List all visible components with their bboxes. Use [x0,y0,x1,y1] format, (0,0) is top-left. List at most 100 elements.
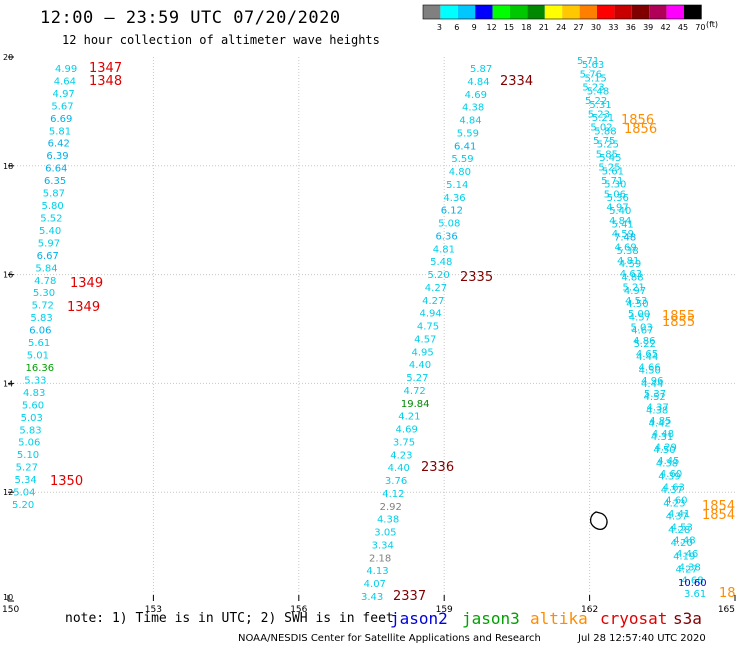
swh-value: 5.48 [430,257,452,268]
swh-value: 4.78 [34,276,56,287]
swh-value: 4.50 [626,299,648,310]
y-tick-label: 10 [3,593,13,602]
swh-value: 4.27 [676,565,698,576]
axis-ticks: 150 153 156 159 162 165 20 18 16 14 12 10 [2,53,736,615]
swh-value: 5.06 [18,438,40,449]
swh-value: 4.38 [679,562,701,573]
swh-value: 5.40 [609,206,631,217]
swh-value: 4.72 [404,386,426,397]
legend-frame [422,4,702,20]
swh-value: 4.57 [629,312,651,323]
swh-value: 6.35 [44,176,66,187]
y-tick-label: 18 [3,162,13,171]
swh-value: 6.36 [435,231,457,242]
swh-value: 4.81 [433,244,455,255]
swh-value: 4.38 [646,405,668,416]
swh-value: 5.61 [602,166,624,177]
legend-label: 6 [454,23,459,32]
pass-label: 2337 [393,589,426,604]
swh-value: 4.45 [657,456,679,467]
swh-value: 4.23 [663,498,685,509]
swh-value: 4.67 [631,326,653,337]
swh-value: 4.66 [639,362,661,373]
legend-swatch [579,5,597,19]
legend-label: 27 [574,23,584,32]
swh-value: 19.84 [401,399,430,410]
legend-label: 18 [521,23,531,32]
color-legend: 3 6 9 12 15 18 21 24 27 30 33 36 39 42 45 70 [422,4,705,32]
pass-label: 1856 [621,113,654,128]
swh-value: 5.03 [631,323,653,334]
legend-swatch [423,5,441,19]
swh-value: 5.59 [451,154,473,165]
swh-value: 16.36 [26,363,55,374]
swh-value: 4.07 [364,579,386,590]
swh-value: 4.99 [55,64,77,75]
pass-label: 1349 [67,300,100,315]
pass-label: 1347 [89,61,122,76]
swh-value: 4.23 [390,450,412,461]
swh-value: 4.44 [641,379,663,390]
swh-value: 4.86 [633,336,655,347]
swh-value: 4.80 [449,167,471,178]
swh-value: 5.25 [598,163,620,174]
swh-value: 3.75 [393,437,415,448]
swh-value: 5.22 [634,339,656,350]
legend-label: 3 [437,23,442,32]
legend-swatch [527,5,545,19]
y-tick-label: 20 [3,53,13,62]
page-subtitle: 12 hour collection of altimeter wave hei… [62,33,380,47]
legend-swatch [475,5,493,19]
legend-swatch [597,5,615,19]
legend-swatch [492,5,510,19]
legend-swatch [544,5,563,19]
swh-value: 5.40 [39,226,61,237]
x-tick-label: 165 [718,605,735,615]
swh-value: 7.48 [614,233,636,244]
x-tick-label: 159 [436,605,453,615]
swh-value: 5.33 [24,375,46,386]
swh-value: 5.23 [588,109,610,120]
legend-label: 24 [556,23,566,32]
swh-value: 5.34 [14,475,36,486]
swh-value: 4.48 [673,536,695,547]
swh-value: 4.81 [617,256,639,267]
swh-value: 5.00 [628,309,650,320]
swh-value: 5.52 [40,213,62,224]
swh-value: 5.75 [593,136,615,147]
swh-value: 5.08 [438,219,460,230]
swh-value: 4.97 [606,203,628,214]
swh-value: 4.57 [414,334,436,345]
pass-label: 1854 [702,508,735,523]
swh-value: 4.21 [398,412,420,423]
swh-value: 4.52 [644,392,666,403]
swh-value: 4.37 [661,485,683,496]
swh-value: 4.37 [647,402,669,413]
swh-value: 5.22 [585,96,607,107]
swh-value: 4.50 [639,365,661,376]
pass-label: 1350 [50,474,83,489]
swh-value: 5.06 [604,189,626,200]
swh-value: 4.53 [625,296,647,307]
swh-value: 6.12 [441,206,463,217]
legend-swatch [562,5,580,19]
swh-value: 4.60 [665,496,687,507]
swh-value: 5.67 [51,101,73,112]
swh-value: 4.63 [620,269,642,280]
swh-value: 5.83 [30,313,52,324]
legend-label: 30 [591,23,601,32]
legend-label: 39 [643,23,653,32]
legend-label: 70 [695,23,705,32]
swh-value: 6.69 [50,114,72,125]
pass-label: 1349 [70,276,103,291]
swh-value: 4.41 [668,509,690,520]
swh-value: 5.48 [587,87,609,98]
swh-value: 5.97 [38,238,60,249]
altimeter-tracks: 4.994.644.975.676.695.816.426.396.646.35… [12,56,707,603]
swh-value: 5.71 [601,176,623,187]
swh-value: 2.92 [380,502,402,513]
swh-value: 5.31 [589,100,611,111]
swh-value: 5.37 [644,389,666,400]
swh-value: 4.36 [443,193,465,204]
legend-swatch [631,5,650,19]
